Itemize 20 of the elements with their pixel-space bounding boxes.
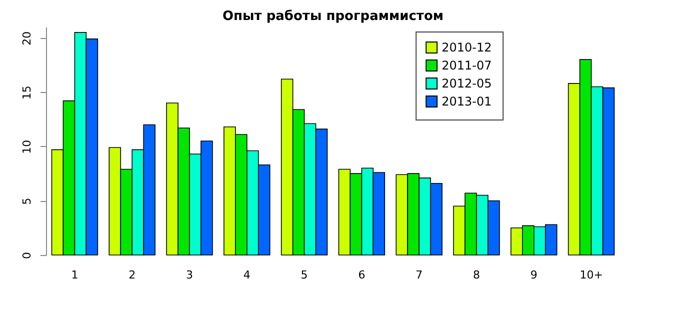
- y-tick-label: 10: [20, 140, 34, 154]
- x-tick-label: 1: [71, 268, 78, 282]
- y-tick-label: 15: [20, 86, 34, 100]
- y-tick-label: 5: [20, 198, 34, 205]
- x-tick-label: 8: [473, 268, 480, 282]
- chart-title: Опыт работы программистом: [222, 9, 444, 24]
- legend-label: 2013-01: [442, 94, 492, 108]
- x-tick-label: 10+: [580, 268, 603, 282]
- y-tick-label: 0: [20, 252, 34, 259]
- x-tick-label: 9: [530, 268, 538, 282]
- legend-label: 2011-07: [442, 58, 492, 72]
- x-tick-label: 4: [243, 268, 250, 282]
- legend-label: 2010-12: [442, 40, 492, 54]
- x-tick-label: 5: [300, 268, 308, 282]
- legend-label: 2012-05: [442, 76, 492, 90]
- x-tick-label: 3: [186, 268, 193, 282]
- x-tick-label: 7: [416, 268, 423, 282]
- y-tick-label: 20: [20, 31, 34, 46]
- x-tick-label: 6: [358, 268, 366, 282]
- x-tick-label: 2: [128, 268, 136, 282]
